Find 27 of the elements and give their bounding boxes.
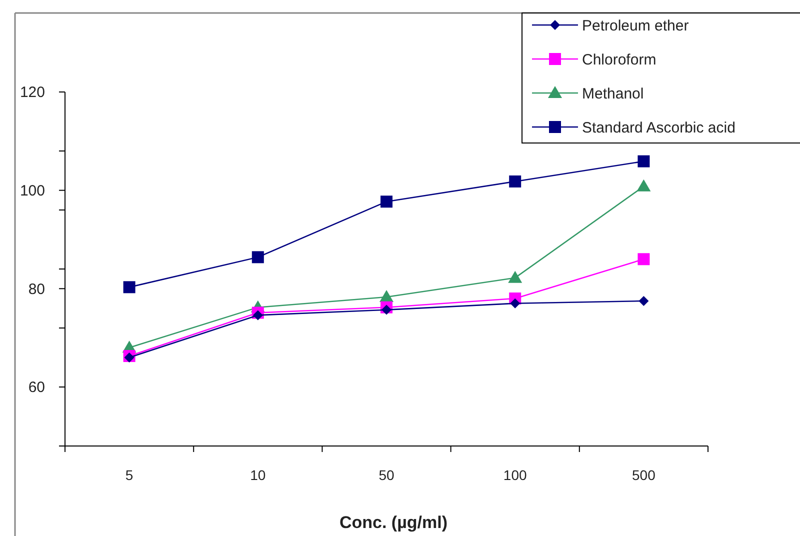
x-axis-title: Conc. (µg/ml) [339, 513, 448, 532]
x-tick-label: 100 [503, 467, 527, 483]
point [638, 296, 649, 306]
point [123, 281, 136, 294]
x-tick-label: 500 [632, 467, 656, 483]
point [638, 253, 650, 266]
point [509, 175, 522, 188]
y-tick-label: 120 [20, 84, 45, 102]
point [636, 179, 651, 192]
point [510, 298, 520, 308]
y-tick-label: 60 [28, 379, 45, 396]
legend-label: Petroleum ether [582, 17, 689, 34]
point [638, 155, 650, 168]
x-tick-label: 10 [250, 467, 266, 483]
x-tick-label: 5 [125, 467, 134, 483]
legend-label: Chloroform [582, 51, 656, 68]
point [508, 270, 522, 283]
legend-label: Methanol [582, 85, 644, 102]
y-tick-label: 100 [20, 182, 45, 200]
y-tick-label: 80 [28, 280, 45, 298]
point [380, 196, 392, 208]
point [252, 310, 263, 320]
point [380, 290, 394, 302]
point [382, 304, 392, 315]
legend-label: Standard Ascorbic acid [582, 119, 736, 136]
x-tick-label: 50 [378, 467, 394, 483]
point [252, 251, 264, 264]
